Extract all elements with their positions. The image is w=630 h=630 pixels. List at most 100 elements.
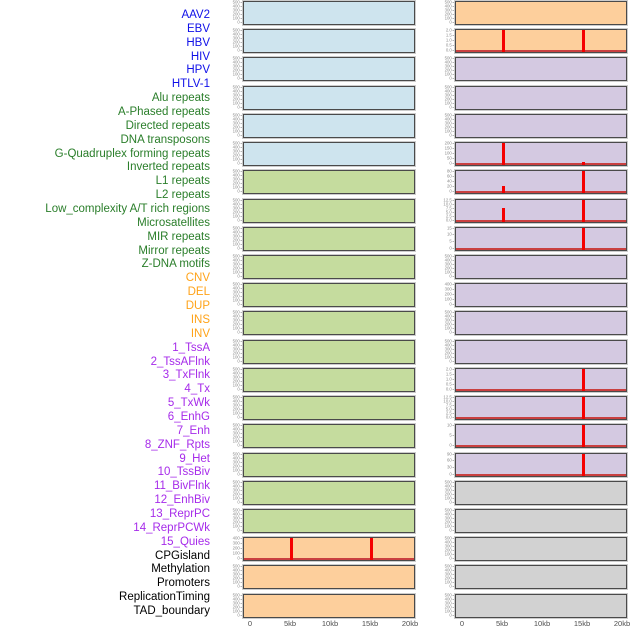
y-tick-label: 100 [434, 609, 454, 613]
y-tick-label: 100 [222, 101, 242, 105]
y-tick-label: 0 [222, 444, 242, 448]
y-tick-label: 500 [434, 1, 454, 5]
y-tick-label: 500 [222, 85, 242, 89]
panel-inv: 2.0 1.5 1.0 0.5 0.0 [446, 29, 627, 53]
panel-dup: 500 400 300 200 100 0 [233, 593, 415, 618]
y-tick-label: 100 [222, 440, 242, 444]
panel-7-enh: 15 10 5 0 [447, 227, 627, 251]
y-tick-label: 500 [222, 481, 242, 485]
y-tick-label: 100 [222, 130, 242, 134]
y-tick-label: 0 [222, 416, 242, 420]
y-tick-label: 0 [222, 275, 242, 279]
y-tick-label: 0 [222, 134, 242, 138]
track-label-1-tssa: 1_TssA [172, 341, 210, 354]
y-tick-label: 400 [434, 61, 454, 65]
y-tick-label: 5 [434, 434, 454, 438]
y-tick-label: 500 [434, 311, 454, 315]
y-tick-label: 400 [222, 174, 242, 178]
x-tick-label: 0 [459, 619, 465, 628]
y-tick-label: 300 [222, 9, 242, 13]
y-tick-label: 400 [222, 485, 242, 489]
y-tick-label: 200 [222, 351, 242, 355]
y-tick-label: 400 [222, 456, 242, 460]
y-tick-label: 12.5 [434, 198, 454, 202]
panel-ins: 500 400 300 200 100 0 [445, 1, 627, 25]
y-tick-label: 100 [434, 525, 454, 529]
y-tick-label: 400 [222, 569, 242, 573]
track-label-mir-repeats: MIR repeats [147, 230, 210, 243]
track-label-g-quadruplex-forming-repeats: G-Quadruplex forming repeats [54, 147, 210, 160]
y-tick-label: 200 [434, 323, 454, 327]
track-label-13-reprpc: 13_ReprPC [149, 507, 210, 520]
y-tick-label: 200 [222, 521, 242, 525]
y-tick-label: 500 [222, 396, 242, 400]
y-tick-label: 10.0 [434, 202, 454, 206]
track-label-ebv: EBV [186, 22, 210, 35]
y-tick-label: 500 [434, 114, 454, 118]
signal-baseline [456, 473, 626, 476]
track-label-directed-repeats: Directed repeats [125, 119, 210, 132]
y-tick-label: 0 [434, 472, 454, 476]
panel-z-dna-motifs: 500 400 300 200 100 0 [233, 509, 415, 533]
y-tick-label: 300 [434, 65, 454, 69]
y-tick-label: 300 [434, 122, 454, 126]
y-tick-label: 500 [434, 565, 454, 569]
panel-12-enhbiv: 2.0 1.5 1.0 0.5 0.0 [446, 368, 627, 392]
panel-hpv: 500 400 300 200 100 0 [233, 114, 415, 138]
y-tick-label: 1.5 [434, 373, 454, 377]
y-tick-label: 100 [222, 525, 242, 529]
y-tick-label: 100 [434, 73, 454, 77]
peak-spike-15kb [581, 397, 585, 420]
peak-spike-15kb [581, 171, 585, 194]
track-label-low-complexity-a-t-rich-regions: Low_complexity A/T rich regions [45, 203, 210, 216]
track-label-mirror-repeats: Mirror repeats [138, 244, 210, 257]
panel-replicationtiming: 500 400 300 200 100 0 [445, 565, 627, 590]
y-tick-label: 0 [434, 585, 454, 589]
y-tick-label: 0 [222, 77, 242, 81]
y-tick-label: 400 [434, 343, 454, 347]
y-tick-label: 0 [222, 388, 242, 392]
y-tick-label: 500 [222, 283, 242, 287]
signal-baseline [456, 417, 626, 420]
y-tick-label: 200 [434, 69, 454, 73]
y-tick-label: 0 [222, 303, 242, 307]
track-label-3-txflnk: 3_TxFlnk [162, 369, 210, 382]
y-tick-label: 0 [222, 585, 242, 589]
panel-14-reprpcwk: 10 5 0 [447, 424, 627, 448]
track-label-l2-repeats: L2 repeats [155, 189, 210, 202]
panel-microsatellites: 500 400 300 200 100 0 [233, 424, 415, 448]
y-tick-label: 10 [434, 424, 454, 428]
y-tick-label: 300 [222, 601, 242, 605]
panel-11-bivflnk: 500 400 300 200 100 0 [445, 339, 627, 364]
y-tick-label: 1.0 [434, 39, 454, 43]
panel-del: 500 400 300 200 100 0 [233, 565, 415, 590]
panel-3-txflnk: 500 400 300 200 100 0 [445, 114, 627, 138]
y-tick-label: 500 [434, 57, 454, 61]
y-tick-label: 200 [434, 493, 454, 497]
y-tick-label: 100 [434, 581, 454, 585]
y-tick-label: 500 [222, 509, 242, 513]
panel-low-complexity-a-t-rich-regions: 500 400 300 200 100 0 [233, 396, 415, 420]
y-tick-label: 2.0 [434, 29, 454, 33]
track-label-hpv: HPV [186, 64, 210, 77]
peak-spike-15kb [581, 162, 585, 166]
y-tick-label: 200 [434, 267, 454, 271]
peak-spike-15kb [581, 368, 585, 391]
y-tick-label: 500 [222, 198, 242, 202]
x-axis-left: 0 5kb 10kb 15kb 20kb [243, 619, 418, 630]
y-tick-label: 500 [222, 57, 242, 61]
panel-6-enhg: 12.5 10.0 7.5 5.0 2.5 0.0 [443, 198, 627, 223]
y-tick-label: 200 [222, 239, 242, 243]
y-tick-label: 400 [222, 287, 242, 291]
track-label-dna-transposons: DNA transposons [120, 133, 211, 146]
y-tick-label: 100 [222, 384, 242, 388]
y-tick-label: 500 [222, 142, 242, 146]
y-tick-label: 200 [222, 182, 242, 186]
y-tick-label: 100 [222, 243, 242, 247]
y-tick-label: 0 [434, 557, 454, 561]
y-tick-label: 200 [222, 408, 242, 412]
y-tick-label: 400 [222, 259, 242, 263]
y-tick-label: 0 [434, 105, 454, 109]
y-tick-label: 10.0 [434, 400, 454, 404]
y-tick-label: 0 [434, 21, 454, 25]
